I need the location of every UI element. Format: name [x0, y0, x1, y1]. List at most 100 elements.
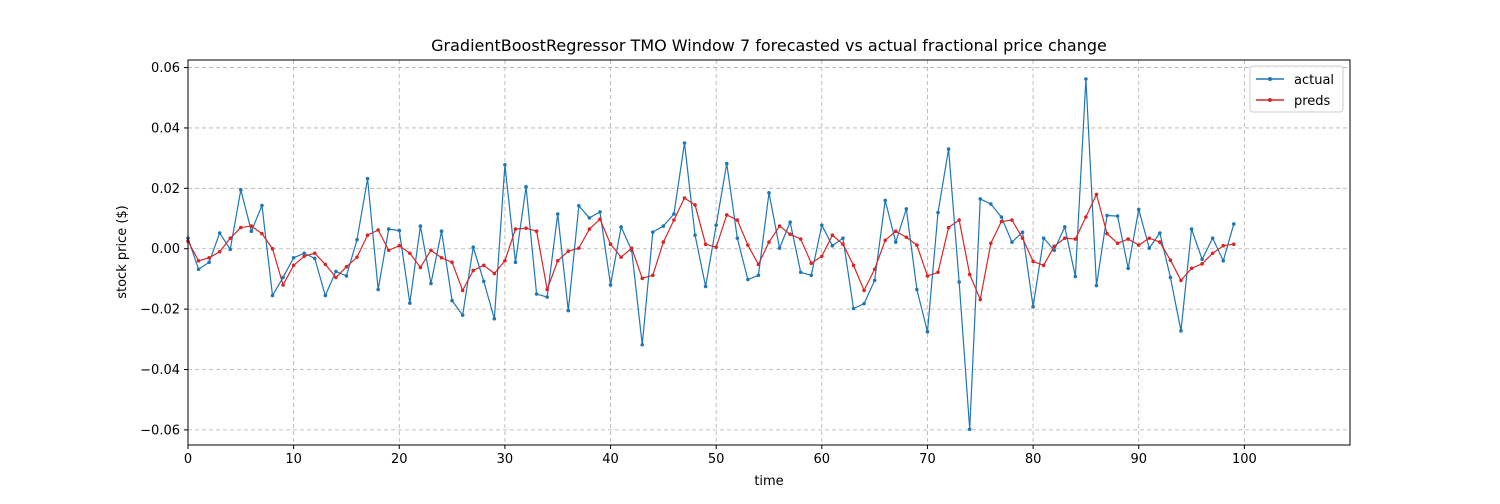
data-point-actual — [365, 176, 370, 181]
data-point-preds — [904, 235, 909, 240]
legend-actual-label: actual — [1294, 73, 1334, 88]
data-point-preds — [798, 237, 803, 241]
x-tick-label: 70 — [919, 452, 936, 467]
data-point-actual — [217, 231, 222, 235]
data-point-preds — [672, 218, 676, 222]
x-axis-ticks: 0 10 20 30 40 50 60 70 80 90 100 — [184, 445, 1257, 467]
data-point-preds — [777, 224, 782, 228]
data-point-preds — [1200, 262, 1204, 266]
data-point-preds — [1041, 263, 1046, 268]
data-point-preds — [228, 236, 233, 240]
x-tick-label: 40 — [602, 452, 619, 467]
data-point-preds — [999, 219, 1004, 224]
data-point-preds — [365, 233, 370, 237]
y-tick-label: 0.02 — [151, 182, 180, 197]
data-point-actual — [344, 274, 349, 278]
data-point-preds — [408, 251, 412, 256]
data-point-preds — [1147, 236, 1152, 240]
data-point-preds — [312, 251, 317, 256]
data-point-actual — [1041, 236, 1046, 240]
data-point-preds — [281, 283, 285, 287]
x-tick-label: 10 — [285, 452, 302, 467]
data-point-actual — [841, 236, 845, 240]
data-point-preds — [450, 260, 454, 265]
data-point-preds — [619, 255, 623, 259]
data-point-actual — [893, 240, 898, 244]
data-point-actual — [1210, 236, 1215, 240]
data-point-actual — [598, 210, 602, 214]
data-point-preds — [386, 248, 391, 253]
data-point-actual — [661, 224, 666, 228]
data-point-actual — [334, 269, 338, 274]
y-axis-label: stock price ($) — [115, 205, 130, 299]
data-point-actual — [555, 212, 560, 216]
data-point-preds — [291, 263, 296, 268]
data-point-actual — [249, 229, 254, 234]
data-point-preds — [830, 233, 835, 237]
y-tick-label: −0.06 — [140, 423, 180, 438]
data-point-preds — [344, 265, 349, 269]
x-tick-label: 90 — [1130, 452, 1147, 467]
data-point-actual — [851, 306, 856, 311]
data-point-actual — [503, 162, 507, 167]
data-point-actual — [693, 233, 697, 237]
data-point-preds — [1168, 258, 1173, 263]
data-point-preds — [302, 254, 307, 259]
data-point-preds — [1020, 236, 1025, 240]
data-point-preds — [693, 203, 697, 207]
data-point-preds — [355, 255, 359, 259]
data-point-preds — [471, 268, 476, 273]
data-point-preds — [746, 243, 750, 247]
data-point-preds — [1210, 251, 1215, 256]
data-point-preds — [608, 242, 613, 246]
data-point-preds — [957, 218, 961, 222]
data-point-preds — [1179, 278, 1183, 283]
data-point-actual — [619, 225, 623, 229]
data-point-preds — [1031, 259, 1035, 264]
data-point-actual — [1221, 259, 1226, 263]
data-point-actual — [1200, 257, 1204, 262]
data-point-actual — [788, 220, 792, 224]
data-point-preds — [587, 227, 592, 231]
data-point-preds — [1084, 215, 1088, 219]
data-point-preds — [503, 259, 507, 263]
data-point-actual — [714, 223, 718, 227]
data-point-actual — [1147, 246, 1152, 250]
data-point-preds — [883, 238, 887, 243]
data-point-actual — [429, 281, 433, 286]
data-point-actual — [196, 267, 201, 272]
data-point-actual — [957, 280, 961, 284]
data-point-actual — [746, 277, 750, 282]
y-tick-label: 0.00 — [151, 242, 180, 257]
data-point-actual — [989, 202, 993, 206]
data-point-preds — [534, 229, 539, 234]
data-point-preds — [397, 243, 402, 248]
data-point-preds — [703, 242, 708, 246]
data-point-actual — [1179, 329, 1183, 333]
data-point-preds — [661, 240, 666, 244]
data-point-actual — [651, 230, 655, 234]
legend-actual-marker — [1268, 77, 1272, 81]
data-point-preds — [513, 227, 518, 231]
data-point-preds — [239, 225, 243, 230]
data-point-preds — [915, 243, 919, 247]
data-point-preds — [1105, 231, 1109, 236]
data-point-actual — [312, 256, 317, 261]
data-point-actual — [724, 161, 729, 166]
data-point-preds — [429, 248, 433, 253]
data-point-preds — [872, 267, 877, 272]
data-point-actual — [798, 270, 803, 275]
x-tick-label: 30 — [497, 452, 514, 467]
data-point-actual — [915, 287, 919, 292]
data-point-actual — [524, 185, 528, 189]
data-point-actual — [1031, 304, 1035, 309]
data-point-preds — [809, 261, 814, 266]
data-point-preds — [217, 249, 222, 254]
data-point-preds — [1115, 241, 1120, 246]
data-point-actual — [386, 227, 391, 231]
series-preds — [186, 192, 1236, 302]
data-point-actual — [1136, 207, 1141, 212]
data-point-preds — [893, 229, 898, 234]
data-point-actual — [355, 237, 359, 242]
